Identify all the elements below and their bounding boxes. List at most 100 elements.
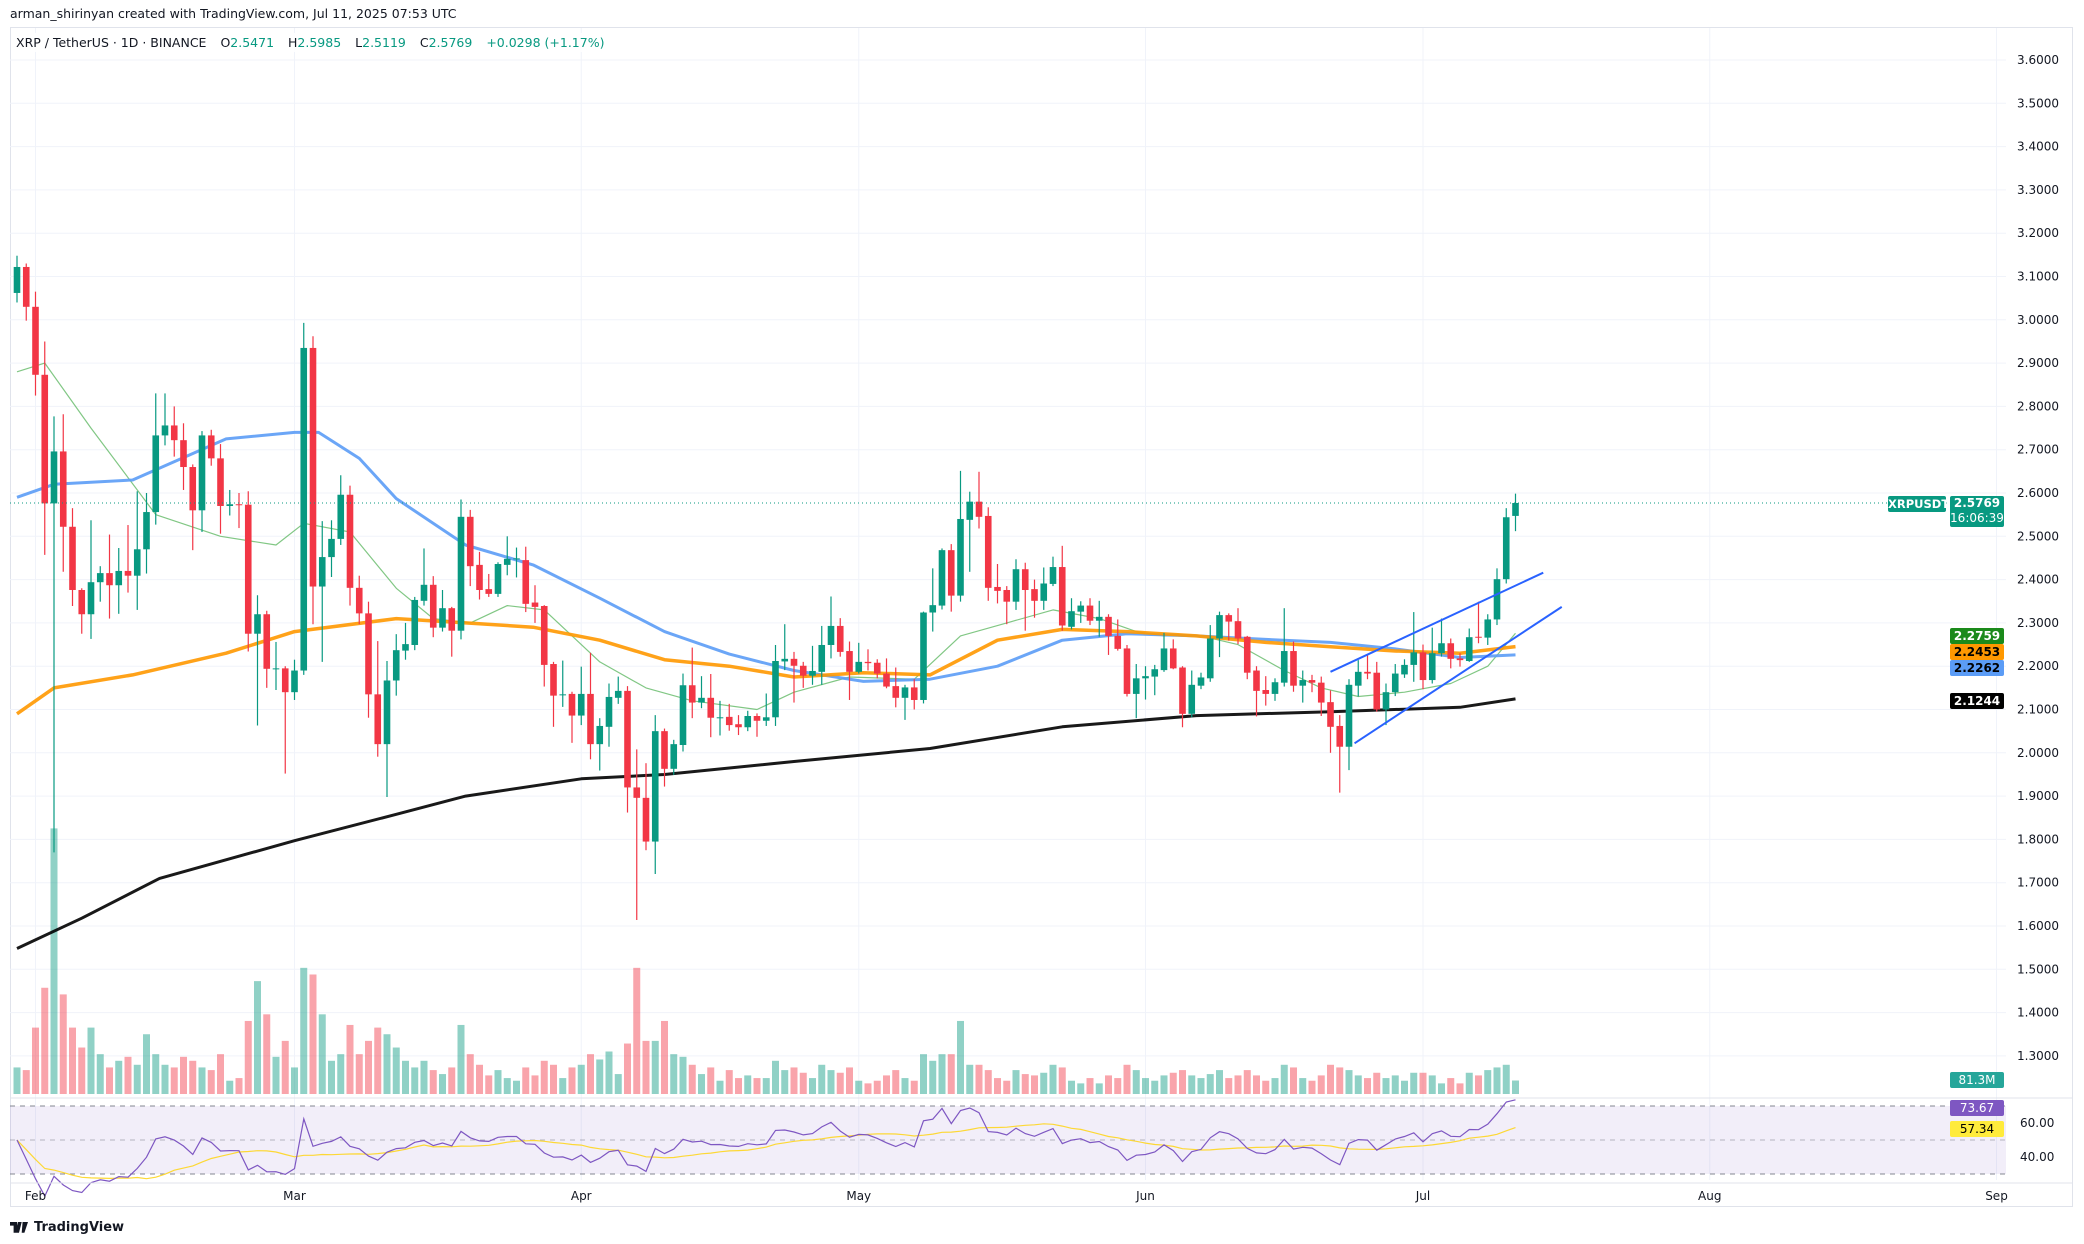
time-tick-label: Apr	[571, 1189, 592, 1203]
candle-body	[1049, 567, 1057, 584]
volume-bar	[392, 1047, 400, 1094]
volume-bar	[846, 1067, 853, 1094]
candle-body	[513, 558, 520, 560]
volume-bar	[1132, 1070, 1140, 1094]
candle-body	[439, 608, 446, 628]
volume-bar	[1438, 1083, 1445, 1094]
time-tick-label: Jun	[1135, 1189, 1155, 1203]
volume-bar	[78, 1047, 86, 1094]
volume-bar	[550, 1064, 557, 1094]
price-tick-label: 1.3000	[2017, 1049, 2059, 1063]
candle-body	[1179, 667, 1186, 714]
rsi-tick-label: 40.00	[2020, 1150, 2054, 1164]
volume-bar	[614, 1074, 622, 1094]
ma20-badge: 2.2759	[1950, 628, 2004, 644]
volume-bar	[207, 1070, 215, 1094]
volume-bar	[799, 1072, 807, 1094]
volume-bar	[633, 967, 641, 1094]
candle-body	[920, 612, 927, 700]
rsi-pane	[10, 1097, 2073, 1198]
volume-bar	[892, 1070, 900, 1094]
candle-body	[1216, 615, 1223, 639]
volume-bar	[124, 1056, 132, 1094]
volume-bar	[790, 1067, 798, 1094]
volume-bar	[466, 1054, 474, 1094]
volume-bar	[1049, 1064, 1057, 1094]
volume-bar	[1290, 1067, 1297, 1094]
volume-bar	[1253, 1075, 1260, 1094]
candle-body	[772, 661, 779, 718]
candle-body	[1391, 673, 1399, 693]
volume-bar	[957, 1020, 964, 1094]
volume-bar	[670, 1054, 678, 1094]
ma-line-ma50	[16, 430, 1516, 683]
volume-bar	[32, 1027, 39, 1094]
candle-body	[235, 504, 243, 506]
candle-body	[1123, 648, 1131, 694]
candle-body	[13, 266, 21, 293]
volume-bar	[180, 1056, 187, 1094]
candle-body	[910, 687, 918, 700]
candle-body	[1502, 517, 1510, 580]
candle-body	[642, 797, 650, 842]
candle-body	[1068, 611, 1075, 627]
candle-body	[753, 715, 761, 721]
volume-bar	[429, 1070, 437, 1094]
candle-body	[1160, 648, 1168, 671]
candle-body	[1382, 692, 1390, 710]
candle-body	[1401, 664, 1408, 675]
candle-body	[1299, 680, 1307, 686]
symbol-legend[interactable]: XRP / TetherUS · 1D · BINANCE O2.5471 H2…	[16, 33, 605, 52]
volume-bar	[1040, 1072, 1048, 1094]
candle-body	[96, 573, 104, 583]
volume-bar	[476, 1064, 483, 1094]
candle-body	[346, 494, 354, 588]
volume-bar	[1012, 1070, 1020, 1094]
volume-bar	[41, 987, 49, 1094]
candle-body	[244, 504, 252, 634]
volume-bar	[725, 1070, 733, 1094]
candle-body	[383, 680, 391, 745]
volume-bar	[96, 1054, 104, 1094]
volume-bar	[651, 1040, 659, 1094]
volume-bar	[1142, 1078, 1149, 1094]
candle-body	[957, 518, 964, 596]
volume-bar	[716, 1080, 724, 1094]
candle-body	[143, 512, 150, 550]
high-value: 2.5985	[297, 35, 342, 50]
candle-body	[1345, 684, 1353, 747]
volume-bar	[688, 1064, 696, 1094]
time-tick-label: May	[846, 1189, 871, 1203]
candle-body	[1280, 651, 1288, 683]
volume-bar	[1428, 1075, 1436, 1094]
volume-bar	[938, 1054, 946, 1094]
last-price: 2.5769	[1953, 496, 2001, 510]
last-price-badge: 2.5769 16:06:39	[1950, 496, 2004, 527]
candle-body	[281, 668, 289, 693]
candle-body	[707, 697, 715, 718]
candle-body	[1040, 583, 1048, 601]
candle-body	[1253, 670, 1260, 691]
tradingview-logo[interactable]: TradingView	[10, 1220, 124, 1235]
rsi-ma-line	[16, 1123, 1516, 1180]
volume-bar	[411, 1067, 419, 1094]
symbol-name: XRP / TetherUS · 1D · BINANCE	[16, 35, 207, 50]
candle-body	[1105, 616, 1112, 636]
volume-bar	[22, 1070, 30, 1094]
volume-bar	[1308, 1080, 1316, 1094]
candle-body	[198, 435, 206, 511]
time-tick-label: Sep	[1985, 1189, 2008, 1203]
candle-body	[855, 661, 863, 672]
candle-body	[836, 625, 844, 652]
volume-bar	[568, 1067, 576, 1094]
price-tick-label: 1.6000	[2017, 919, 2059, 933]
rsi-ma-badge: 57.34	[1950, 1121, 2004, 1137]
ma-line-ma200	[16, 697, 1516, 950]
candle-body	[670, 744, 678, 769]
candle-body	[1086, 605, 1094, 621]
time-tick-label: Jul	[1415, 1189, 1430, 1203]
candle-body	[1410, 652, 1418, 665]
volume-bar	[439, 1074, 446, 1094]
volume-bar	[1003, 1080, 1011, 1094]
